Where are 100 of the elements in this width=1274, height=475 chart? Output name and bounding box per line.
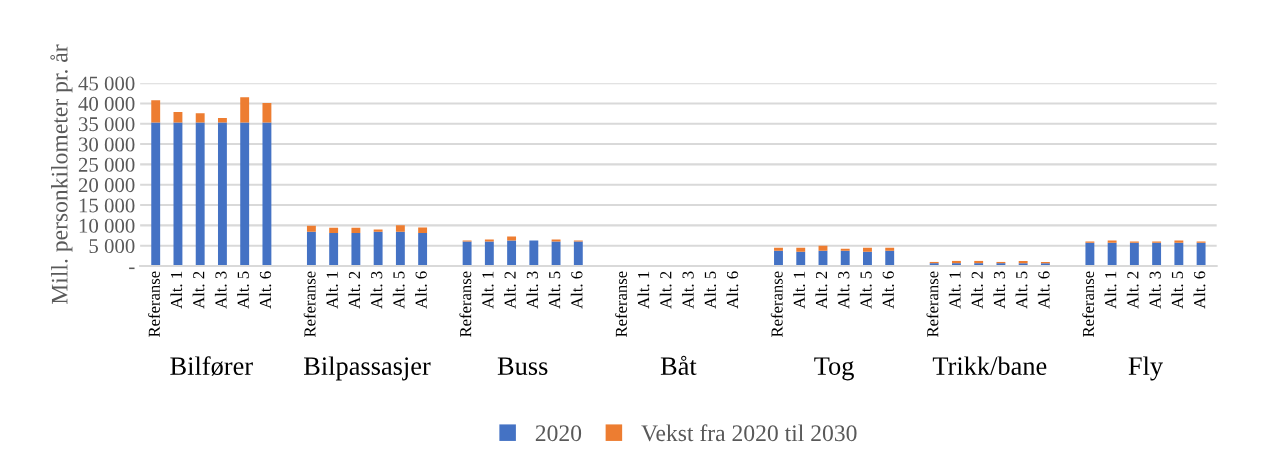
bar <box>551 241 561 266</box>
y-tick-label: 45 000 <box>78 76 135 91</box>
text: Fly <box>1128 356 1163 381</box>
legend-label: Vekst fra 2020 til 2030 <box>641 424 857 442</box>
text: Trikk/bane <box>932 356 1047 376</box>
y-tick-label: 25 000 <box>78 157 135 172</box>
bar <box>796 247 806 252</box>
bar <box>507 236 517 241</box>
y-tick-label: 40 000 <box>78 96 135 111</box>
x-tick-label: Alt. 6 <box>1193 271 1206 309</box>
x-tick-label: Alt. 1 <box>637 271 650 309</box>
bar <box>1174 242 1184 266</box>
x-tick-label: Alt. 1 <box>481 271 494 309</box>
x-tick-label: Alt. 3 <box>837 271 850 309</box>
bar <box>418 233 428 266</box>
legend-label: 2020 <box>535 425 582 442</box>
bar <box>484 239 494 242</box>
bar <box>1196 242 1206 266</box>
bar <box>195 122 205 266</box>
x-tick-label: Alt. 3 <box>370 271 383 309</box>
x-tick-label: Alt. 6 <box>882 271 894 309</box>
bar <box>262 103 272 123</box>
bar <box>240 122 250 266</box>
x-tick-label: Alt. 5 <box>859 271 872 309</box>
x-tick-label: Alt. 6 <box>415 271 427 309</box>
x-tick-label: Alt. 5 <box>392 271 405 309</box>
x-tick-label: Alt. 5 <box>704 271 717 309</box>
y-tick-label: 30 000 <box>78 137 135 152</box>
x-tick-label: Alt. 6 <box>259 271 272 309</box>
bar <box>863 247 872 252</box>
bar <box>774 247 783 251</box>
bar <box>395 225 405 232</box>
bar <box>551 239 561 242</box>
bar <box>195 113 205 123</box>
x-tick-label: Alt. 6 <box>570 271 583 309</box>
y-tick-label: 5 000 <box>89 239 135 254</box>
bar <box>151 122 161 266</box>
bar <box>1085 242 1095 266</box>
x-tick-label: Alt. 1 <box>793 271 805 309</box>
bar <box>840 250 850 266</box>
x-tick-label: Alt. 3 <box>993 271 1006 309</box>
bar <box>796 251 806 266</box>
bar <box>373 231 383 266</box>
x-tick-label: Alt. 6 <box>726 271 739 309</box>
text: Båt <box>660 355 697 376</box>
bar <box>863 251 872 266</box>
bar <box>329 227 339 234</box>
bar <box>1107 240 1117 243</box>
bar <box>462 241 472 266</box>
x-tick-label: Alt. 5 <box>1171 271 1184 309</box>
bar <box>1152 242 1162 266</box>
bar <box>529 240 539 266</box>
bar <box>240 97 250 123</box>
bar <box>1129 242 1139 266</box>
x-tick-label: Alt. 2 <box>815 271 828 309</box>
x-tick-label: Alt. 1 <box>1104 271 1117 309</box>
bar <box>329 233 339 266</box>
x-tick-label: Alt. 1 <box>948 271 961 309</box>
x-tick-label: Referanse <box>1082 271 1095 338</box>
bar <box>484 241 494 266</box>
x-tick-label: Referanse <box>770 271 783 338</box>
text: Buss <box>497 357 548 376</box>
x-tick-label: Alt. 3 <box>681 271 694 309</box>
x-tick-label: Alt. 2 <box>659 271 672 309</box>
y-tick-label: 15 000 <box>79 198 135 213</box>
y-tick-label: - <box>129 267 135 270</box>
x-tick-label: Alt. 2 <box>971 271 983 309</box>
bar <box>351 233 361 266</box>
bar <box>507 240 517 266</box>
y-tick-label: 10 000 <box>79 218 135 233</box>
bar <box>373 229 383 232</box>
x-tick-label: Alt. 5 <box>1015 271 1028 309</box>
bar <box>418 227 428 234</box>
bar <box>1174 240 1184 243</box>
x-tick-label: Referanse <box>303 271 316 338</box>
x-tick-label: Alt. 2 <box>1126 271 1139 309</box>
x-tick-label: Alt. 3 <box>214 271 227 309</box>
bar <box>262 122 272 266</box>
text: Bilfører <box>170 356 253 376</box>
y-axis-title: Mill. personkilometer pr. år <box>50 44 73 305</box>
bar <box>885 247 895 251</box>
bar <box>840 248 850 251</box>
bar <box>885 250 895 266</box>
x-tick-label: Alt. 2 <box>348 271 361 309</box>
bar <box>306 231 316 266</box>
bar <box>217 118 227 123</box>
x-tick-label: Referanse <box>926 271 939 338</box>
bar <box>173 111 183 123</box>
x-tick-label: Alt. 5 <box>548 271 561 309</box>
x-tick-label: Alt. 3 <box>526 271 539 309</box>
bar <box>151 100 161 123</box>
x-tick-label: Alt. 5 <box>237 271 249 309</box>
text: Tog <box>814 357 854 381</box>
y-tick-label: 20 000 <box>78 178 135 193</box>
x-tick-label: Alt. 1 <box>326 271 338 309</box>
x-tick-label: Alt. 2 <box>504 271 516 309</box>
x-tick-label: Referanse <box>459 271 472 338</box>
x-tick-label: Referanse <box>147 271 160 338</box>
x-tick-label: Alt. 3 <box>1149 271 1161 309</box>
bar <box>395 231 405 266</box>
